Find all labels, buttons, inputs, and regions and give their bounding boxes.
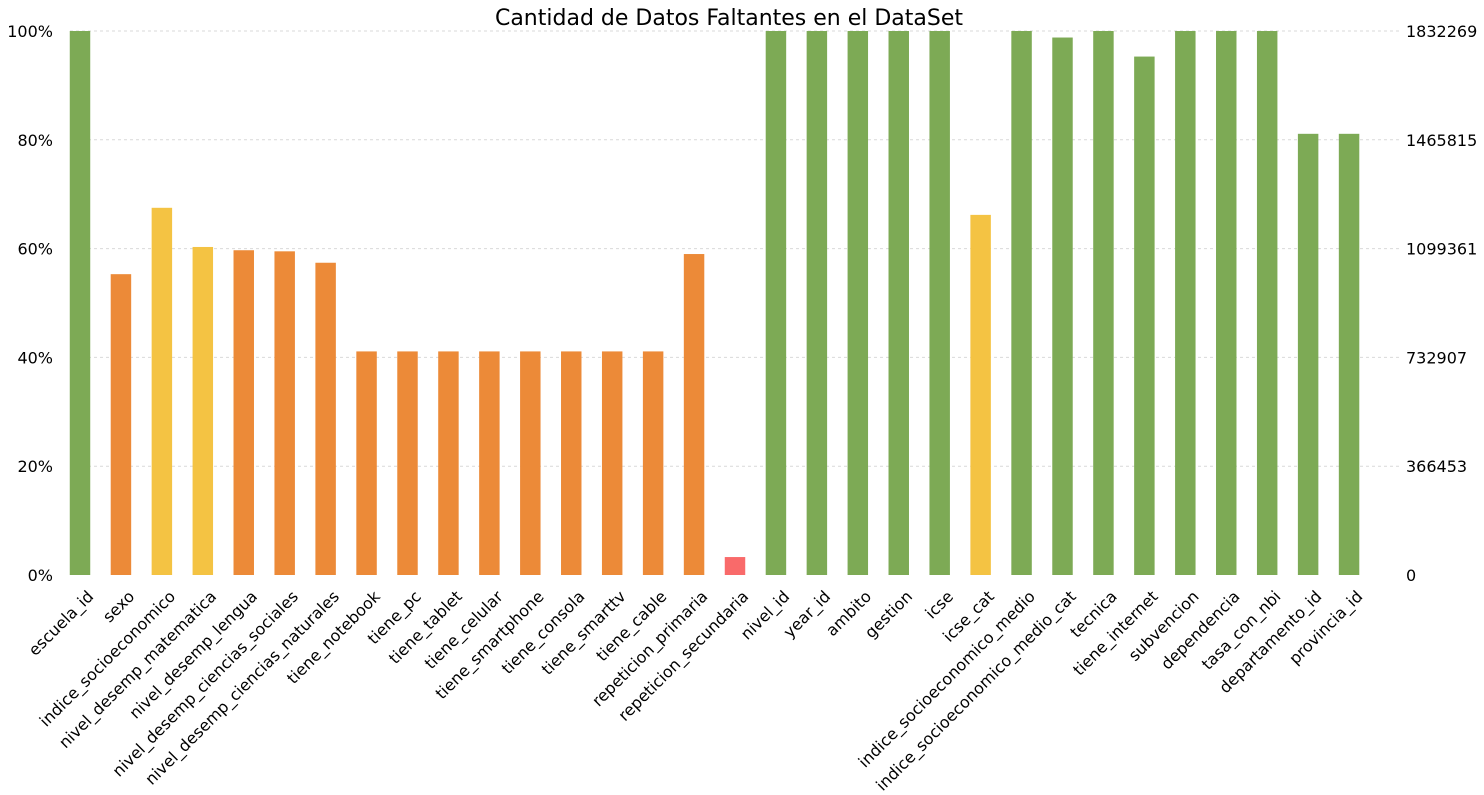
bar-nivel-desemp-matematica: [192, 246, 214, 575]
left-tick-label: 100%: [7, 22, 53, 41]
bar-subvencion: [1175, 31, 1196, 575]
bar-escuela-id: [69, 31, 91, 575]
bar-gestion: [888, 31, 909, 575]
right-tick-label: 0: [1406, 566, 1416, 585]
bar-icse-cat: [970, 214, 991, 575]
bar-tiene-pc: [397, 351, 418, 575]
right-tick-label: 366453: [1406, 457, 1467, 476]
bar-tiene-smarttv: [601, 351, 623, 575]
left-tick-label: 80%: [17, 131, 53, 150]
bar-provincia-id: [1338, 133, 1360, 576]
bar-year-id: [806, 31, 828, 575]
bar-nivel-desemp-ciencias-sociales: [274, 251, 295, 575]
right-tick-label: 1465815: [1406, 131, 1477, 150]
bar-ambito: [847, 31, 869, 575]
right-tick-label: 1832269: [1406, 22, 1477, 41]
bar-tiene-consola: [561, 351, 582, 575]
left-tick-label: 40%: [17, 348, 53, 367]
right-tick-label: 1099361: [1406, 240, 1477, 259]
category-labels: escuela_id sexoindice_socioeconomiconivel…: [25, 586, 1367, 795]
left-tick-label: 0%: [28, 566, 53, 585]
bar-indice-socioeconomico: [151, 207, 173, 576]
left-tick-label: 60%: [17, 240, 53, 259]
bar-indice-socioeconomico-medio-cat: [1052, 37, 1073, 575]
bars: [69, 31, 1360, 576]
category-label: escuela_id: [25, 587, 98, 660]
bar-nivel-desemp-lengua: [233, 250, 254, 575]
chart-title: Cantidad de Datos Faltantes en el DataSe…: [495, 6, 963, 31]
bar-tiene-smartphone: [520, 351, 541, 575]
bar-tiene-tablet: [438, 351, 459, 575]
bar-indice-socioeconomico-medio: [1011, 31, 1032, 575]
bar-tiene-celular: [479, 351, 500, 575]
bar-nivel-desemp-ciencias-naturales: [315, 262, 336, 575]
left-axis-ticks: 0% 20% 40% 60% 80% 100%: [7, 22, 53, 585]
bar-repeticion-secundaria: [724, 557, 746, 575]
right-axis-ticks: 0 366453 732907 1099361 1465815 1832269: [1406, 22, 1477, 585]
bar-sexo: [110, 274, 132, 575]
bar-tiene-internet: [1134, 56, 1155, 576]
bar-departamento-id: [1297, 133, 1319, 576]
bar-repeticion-primaria: [683, 254, 705, 576]
bar-tiene-cable: [642, 351, 664, 575]
bar-tiene-notebook: [356, 351, 377, 575]
bar-dependencia: [1216, 31, 1237, 575]
bar-nivel-id: [765, 31, 787, 575]
bar-icse: [929, 31, 950, 575]
bar-tecnica: [1093, 31, 1114, 575]
gridlines: [70, 30, 1400, 467]
bar-tasa-con-nbi: [1256, 31, 1278, 575]
left-tick-label: 20%: [17, 457, 53, 476]
right-tick-label: 732907: [1406, 348, 1467, 367]
category-label: icse: [921, 587, 957, 623]
